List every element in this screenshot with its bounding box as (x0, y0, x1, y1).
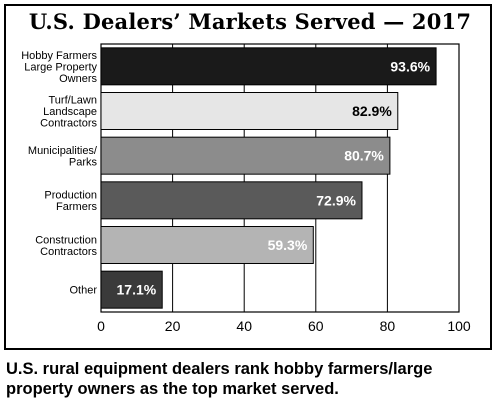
bar (100, 92, 399, 130)
x-tick-label: 100 (447, 318, 471, 334)
bar-chart: 93.6% 82.9% 80.7% 72.9% 59.3% 17.1% Hobby Far… (21, 43, 471, 334)
category-labels: Hobby Farmers Large Property Owners Turf/La… (21, 50, 98, 297)
bar-value-label: 80.7% (344, 148, 384, 164)
figure-caption: U.S. rural equipment dealers rank hobby … (6, 360, 433, 398)
x-tick-label: 0 (97, 318, 105, 334)
bar (100, 181, 363, 220)
bar-value-label: 17.1% (117, 282, 157, 298)
x-tick-label: 60 (308, 318, 324, 334)
bar-value-label: 93.6% (390, 58, 430, 74)
gridlines (172, 44, 388, 312)
chart-title: U.S. Dealers’ Markets Served — 2017 (28, 9, 472, 34)
category-label: Production Farmers (44, 190, 97, 214)
x-axis-ticks: 0 20 40 60 80 100 (97, 318, 471, 334)
bar-value-label: 72.9% (316, 192, 356, 208)
category-label: Municipalities/Parks (28, 145, 98, 169)
bars: 93.6% 82.9% 80.7% 72.9% 59.3% 17.1% (100, 47, 437, 309)
bar-value-label: 59.3% (268, 237, 308, 253)
x-tick-label: 80 (380, 318, 396, 334)
plot-area (100, 43, 460, 313)
x-tick-label: 20 (165, 318, 181, 334)
bar-value-label: 82.9% (352, 103, 392, 119)
category-label: Other (69, 285, 97, 297)
x-tick-label: 40 (236, 318, 252, 334)
category-label: Hobby Farmers Large Property Owners (21, 50, 97, 85)
bar (100, 270, 163, 309)
bar (100, 47, 437, 86)
bar (100, 136, 391, 175)
bar (100, 226, 314, 264)
category-label: Turf/Lawn Landscape Contractors (40, 95, 97, 130)
category-label: Construction Contractors (35, 234, 97, 258)
